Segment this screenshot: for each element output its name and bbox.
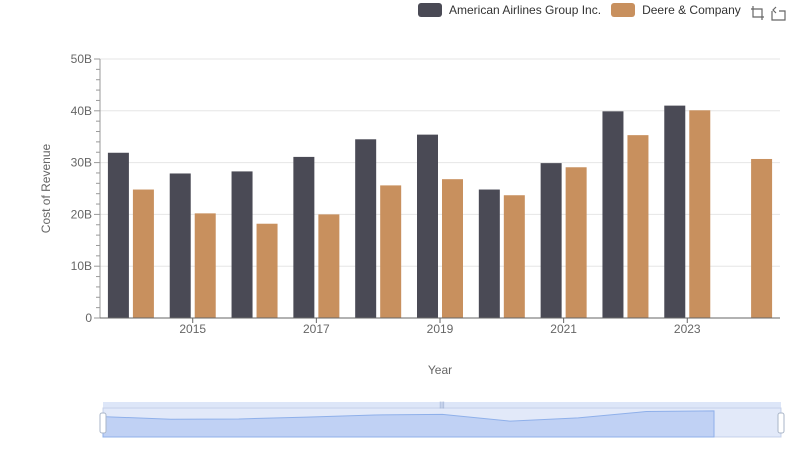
data-zoom-window bbox=[103, 408, 781, 437]
bar-american-airlines-2020 bbox=[478, 189, 500, 318]
y-tick-label: 10B bbox=[71, 259, 92, 273]
bar-deere-2019 bbox=[442, 179, 463, 318]
bar-deere-2014 bbox=[132, 189, 154, 318]
y-axis-label: Cost of Revenue bbox=[39, 143, 53, 233]
restore-icon[interactable] bbox=[770, 5, 786, 21]
legend-item-deere[interactable]: Deere & Company bbox=[611, 3, 741, 17]
bar-deere-2015 bbox=[194, 213, 216, 318]
bar-american-airlines-2018 bbox=[355, 139, 377, 318]
y-tick-label: 0 bbox=[85, 311, 92, 325]
y-tick-label: 20B bbox=[71, 207, 92, 221]
bar-american-airlines-2019 bbox=[417, 134, 438, 318]
legend-label-deere: Deere & Company bbox=[642, 3, 741, 17]
x-axis-label: Year bbox=[428, 363, 452, 377]
zoom-icon[interactable] bbox=[750, 5, 766, 21]
legend-swatch-deere bbox=[611, 3, 636, 17]
toolbox bbox=[746, 5, 786, 21]
bar-american-airlines-2023 bbox=[664, 105, 686, 319]
bar-deere-2021 bbox=[565, 167, 587, 318]
y-tick-label: 50B bbox=[71, 52, 92, 66]
bar-deere-2018 bbox=[380, 185, 402, 318]
bar-deere-2017 bbox=[318, 214, 340, 318]
bar-deere-2023 bbox=[689, 110, 711, 318]
y-tick-label: 30B bbox=[71, 156, 92, 170]
bar-american-airlines-2022 bbox=[602, 111, 624, 319]
bar-deere-2020 bbox=[503, 195, 525, 318]
bar-deere-2024 bbox=[751, 158, 773, 318]
data-zoom-preview-area bbox=[102, 410, 715, 438]
legend-label-american-airlines: American Airlines Group Inc. bbox=[449, 3, 602, 17]
bar-deere-2016 bbox=[256, 223, 278, 318]
x-tick-label: 2017 bbox=[303, 322, 330, 336]
data-zoom-top-bar bbox=[103, 402, 781, 408]
bar-american-airlines-2017 bbox=[293, 156, 315, 318]
x-tick-label: 2019 bbox=[427, 322, 454, 336]
bar-american-airlines-2021 bbox=[540, 163, 562, 318]
x-tick-label: 2021 bbox=[550, 322, 577, 336]
bar-american-airlines-2015 bbox=[169, 173, 191, 318]
x-tick-label: 2015 bbox=[179, 322, 206, 336]
data-zoom-track bbox=[102, 407, 782, 438]
legend-item-american-airlines[interactable]: American Airlines Group Inc. bbox=[418, 3, 601, 17]
bar-deere-2022 bbox=[627, 135, 649, 318]
legend: American Airlines Group Inc. Deere & Com… bbox=[418, 3, 751, 17]
x-tick-label: 2023 bbox=[674, 322, 701, 336]
y-tick-label: 40B bbox=[71, 104, 92, 118]
data-zoom-right-handle bbox=[777, 412, 785, 434]
data-zoom-grip: ||| bbox=[439, 402, 445, 409]
data-zoom-left-handle bbox=[99, 412, 107, 434]
bar-american-airlines-2016 bbox=[231, 171, 253, 318]
bar-american-airlines-2014 bbox=[107, 152, 129, 318]
legend-swatch-american-airlines bbox=[418, 3, 442, 17]
